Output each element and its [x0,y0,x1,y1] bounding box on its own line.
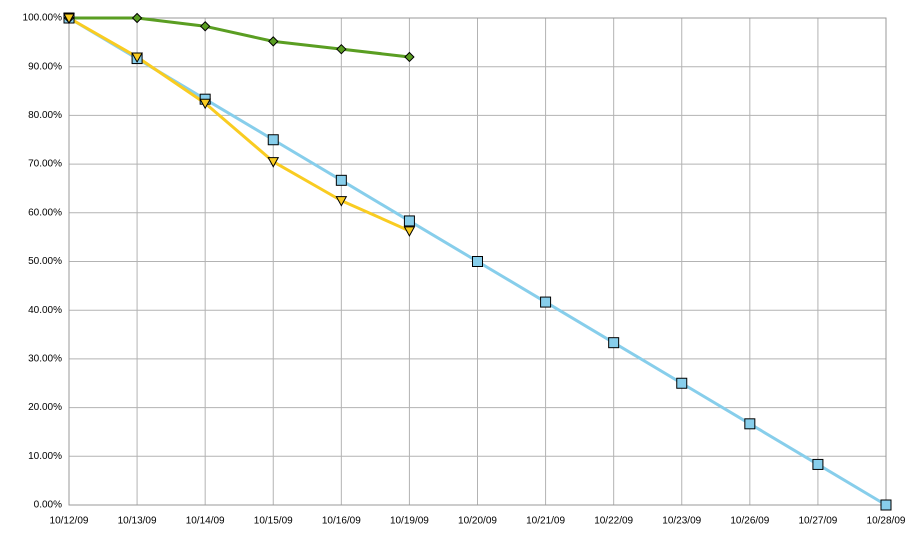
x-tick-label: 10/27/09 [798,516,837,527]
marker [335,174,347,186]
x-tick-label: 10/22/09 [594,516,633,527]
y-tick-label: 60.00% [28,207,62,218]
x-tick-label: 10/26/09 [730,516,769,527]
marker [404,51,415,63]
marker [267,157,280,168]
marker [268,36,279,47]
x-tick-label: 10/19/09 [390,516,429,527]
y-tick-label: 10.00% [28,451,62,462]
marker [336,43,347,55]
marker [403,226,416,237]
marker [131,12,143,24]
marker [199,98,212,110]
marker [880,499,892,511]
marker [267,134,279,146]
marker [472,256,483,267]
y-tick-label: 30.00% [28,354,62,365]
x-tick-label: 10/15/09 [254,516,293,527]
x-tick-label: 10/23/09 [662,516,701,527]
x-tick-label: 10/28/09 [867,516,906,527]
marker [676,377,688,389]
y-tick-label: 90.00% [28,61,62,72]
marker [335,196,348,207]
plot-border [68,17,887,506]
x-tick-label: 10/20/09 [458,516,497,527]
marker [131,52,143,63]
y-tick-label: 100.00% [23,13,63,24]
x-tick-label: 10/21/09 [526,516,565,527]
y-tick-label: 50.00% [28,256,62,267]
series-line [69,16,410,59]
marker [812,458,824,470]
marker [403,215,415,227]
marker [608,337,620,349]
y-tick-label: 20.00% [28,402,62,413]
marker [540,296,552,308]
y-tick-label: 0.00% [34,500,62,511]
x-tick-label: 10/13/09 [118,516,157,527]
marker [744,418,756,430]
series-line [68,16,411,233]
y-tick-label: 40.00% [28,305,62,316]
x-tick-label: 10/16/09 [322,516,361,527]
y-tick-label: 80.00% [28,110,62,121]
marker [199,21,211,32]
x-tick-label: 10/12/09 [50,516,89,527]
marker [63,13,75,25]
y-tick-label: 70.00% [28,159,62,170]
x-tick-label: 10/14/09 [186,516,225,527]
